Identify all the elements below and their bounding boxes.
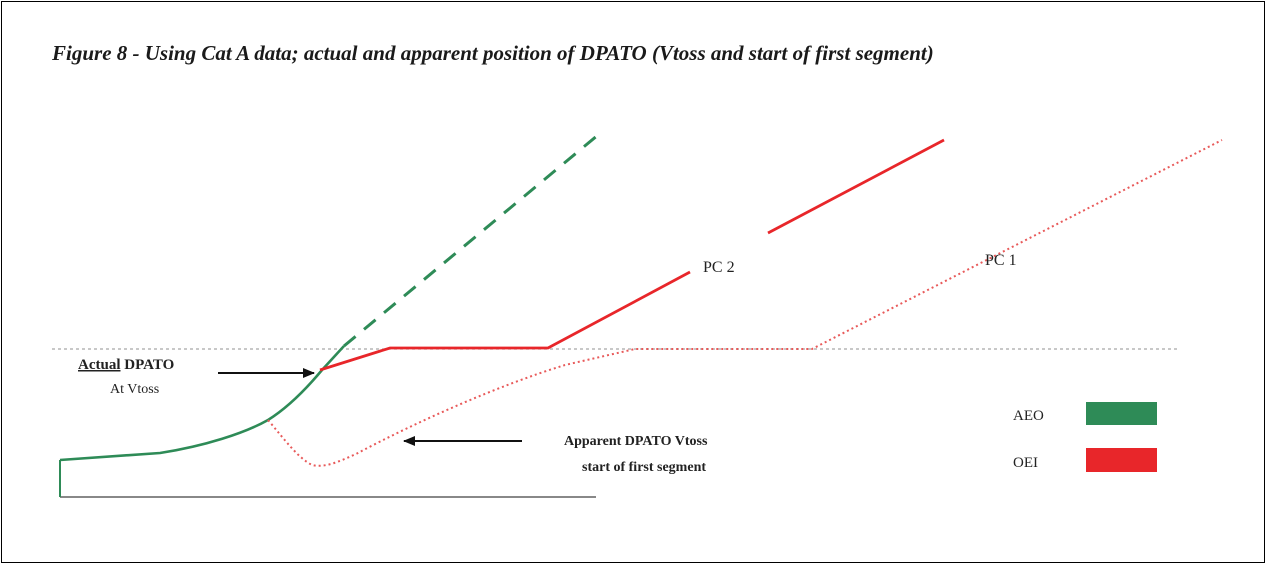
oei-pc2-profile [319, 270, 691, 372]
figure-title: Figure 8 - Using Cat A data; actual and … [52, 41, 934, 65]
aeo-climb-curve [59, 345, 345, 462]
legend-aeo-label: AEO [1013, 408, 1044, 424]
legend: AEO OEI [1013, 402, 1157, 472]
pc1-label: PC 1 [985, 252, 1017, 269]
aeo-continuation-dashed [343, 133, 599, 348]
pc2-label: PC 2 [703, 259, 735, 276]
legend-oei-swatch [1086, 448, 1157, 472]
actual-dpato-at-vtoss-label: At Vtoss [110, 382, 159, 397]
oei-pc1-dotted-profile [267, 139, 1223, 467]
apparent-dpato-label: Apparent DPATO Vtoss [564, 434, 708, 449]
apparent-dpato-start-label: start of first segment [582, 460, 706, 475]
legend-aeo-swatch [1086, 402, 1157, 425]
oei-pc2-climb-upper [767, 138, 945, 235]
actual-dpato-underlined-word: Actual [78, 357, 121, 373]
actual-dpato-word: DPATO [121, 357, 175, 373]
actual-dpato-label: Actual DPATO [78, 357, 174, 373]
legend-oei-label: OEI [1013, 455, 1038, 471]
